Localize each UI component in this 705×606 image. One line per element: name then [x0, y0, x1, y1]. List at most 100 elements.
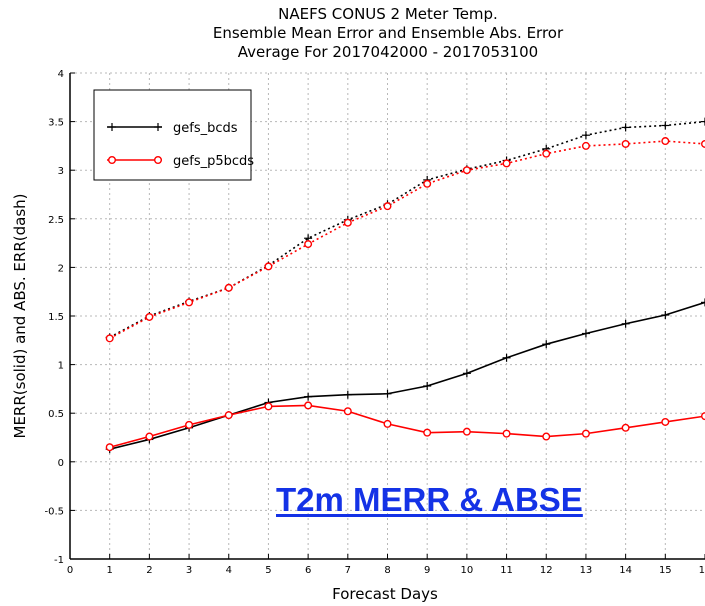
merr-point — [343, 407, 352, 416]
x-tick-label: 16 — [699, 565, 705, 576]
abs-err-line-gefs_bcds — [109, 120, 705, 339]
abs-err-line-gefs_p5bcds — [109, 140, 705, 340]
legend-box — [93, 89, 252, 181]
abs-err-point — [343, 218, 352, 227]
abs-err-point — [701, 117, 705, 126]
y-tick-label: 0.5 — [48, 409, 64, 420]
legend-label: gefs_bcds — [173, 121, 238, 136]
merr-point — [105, 443, 114, 452]
abs-err-point — [264, 262, 273, 271]
abs-err-point — [581, 131, 590, 140]
x-tick-label: 6 — [305, 565, 311, 576]
legend-marker — [108, 123, 116, 131]
abs-err-point — [581, 141, 590, 150]
x-axis-label: Forecast Days — [332, 585, 438, 603]
merr-point — [264, 402, 273, 411]
y-tick-label: 1.5 — [48, 312, 64, 323]
y-tick-label: -0.5 — [44, 506, 64, 517]
legend-label: gefs_p5bcds — [173, 154, 254, 169]
merr-point — [423, 428, 432, 437]
x-tick-label: 0 — [67, 565, 73, 576]
merr-point — [502, 429, 511, 438]
legend-marker — [154, 123, 162, 131]
legend: gefs_bcds gefs_p5bcds — [93, 89, 254, 181]
merr-point — [462, 369, 471, 378]
legend-marker — [107, 155, 116, 164]
abs-err-point — [383, 202, 392, 211]
x-tick-label: 2 — [146, 565, 152, 576]
y-tick-label: 3.5 — [48, 118, 64, 129]
merr-point — [581, 329, 590, 338]
merr-line-gefs_p5bcds — [109, 404, 705, 448]
x-tick-label: 4 — [226, 565, 232, 576]
merr-point — [502, 353, 511, 362]
abs-err-point — [542, 149, 551, 158]
axes: -1-0.500.511.522.533.540 1 2 3 4 5 6 7 8 9 10 11 12 1… — [44, 69, 705, 576]
merr-point — [423, 381, 432, 390]
abs-err-point — [701, 139, 705, 148]
legend-item-gefs_bcds: gefs_bcds — [107, 121, 238, 136]
x-tick-label: 1 — [107, 565, 113, 576]
abs-err-point — [661, 121, 670, 130]
abs-err-point — [621, 139, 630, 148]
x-tick-label: 12 — [540, 565, 553, 576]
chart-title-line-3: Average For 2017042000 - 2017053100 — [238, 43, 538, 61]
abs-err-point — [462, 166, 471, 175]
merr-point — [621, 319, 630, 328]
t2m-merr-abse-link[interactable]: T2m MERR & ABSE — [276, 481, 583, 518]
chart-title: NAEFS CONUS 2 Meter Temp. Ensemble Mean … — [213, 5, 564, 61]
merr-point — [304, 401, 313, 410]
merr-point — [343, 390, 352, 399]
merr-point — [224, 411, 233, 420]
y-tick-label: 1 — [58, 361, 64, 372]
x-tick-label: 3 — [186, 565, 192, 576]
abs-err-point — [502, 159, 511, 168]
x-tick-label: 11 — [500, 565, 513, 576]
merr-point — [581, 429, 590, 438]
abs-err-point — [621, 123, 630, 132]
merr-point — [621, 423, 630, 432]
merr-point — [701, 412, 705, 421]
merr-point — [185, 420, 194, 429]
merr-point — [383, 389, 392, 398]
merr-point — [542, 340, 551, 349]
y-tick-label: -1 — [54, 555, 64, 566]
merr-point — [661, 417, 670, 426]
x-tick-label: 7 — [345, 565, 351, 576]
y-tick-label: 2.5 — [48, 215, 64, 226]
legend-marker — [153, 155, 162, 164]
merr-point — [701, 298, 705, 307]
series-gefs_p5bcds — [105, 137, 705, 452]
merr-point — [462, 427, 471, 436]
x-tick-label: 5 — [265, 565, 271, 576]
chart-title-line-1: NAEFS CONUS 2 Meter Temp. — [278, 5, 498, 23]
x-tick-label: 14 — [619, 565, 632, 576]
y-tick-label: 0 — [58, 458, 64, 469]
merr-point — [145, 432, 154, 441]
abs-err-point — [304, 240, 313, 249]
abs-err-point — [185, 298, 194, 307]
y-axis-label: MERR(solid) and ABS. ERR(dash) — [11, 194, 29, 439]
abs-err-point — [224, 283, 233, 292]
x-tick-label: 13 — [580, 565, 593, 576]
x-tick-label: 10 — [461, 565, 474, 576]
x-tick-label: 15 — [659, 565, 672, 576]
y-tick-label: 2 — [58, 263, 64, 274]
series-group — [105, 117, 705, 454]
y-tick-label: 4 — [58, 69, 64, 80]
merr-point — [661, 311, 670, 320]
abs-err-point — [145, 312, 154, 321]
abs-err-point — [661, 137, 670, 146]
merr-point — [304, 392, 313, 401]
merr-point — [383, 419, 392, 428]
chart-title-line-2: Ensemble Mean Error and Ensemble Abs. Er… — [213, 24, 564, 42]
abs-err-point — [105, 334, 114, 343]
x-tick-label: 8 — [384, 565, 390, 576]
x-tick-label: 9 — [424, 565, 430, 576]
merr-point — [542, 432, 551, 441]
merr-line-gefs_bcds — [109, 301, 705, 450]
abs-err-point — [423, 179, 432, 188]
y-tick-label: 3 — [58, 166, 64, 177]
legend-item-gefs_p5bcds: gefs_p5bcds — [107, 154, 254, 169]
